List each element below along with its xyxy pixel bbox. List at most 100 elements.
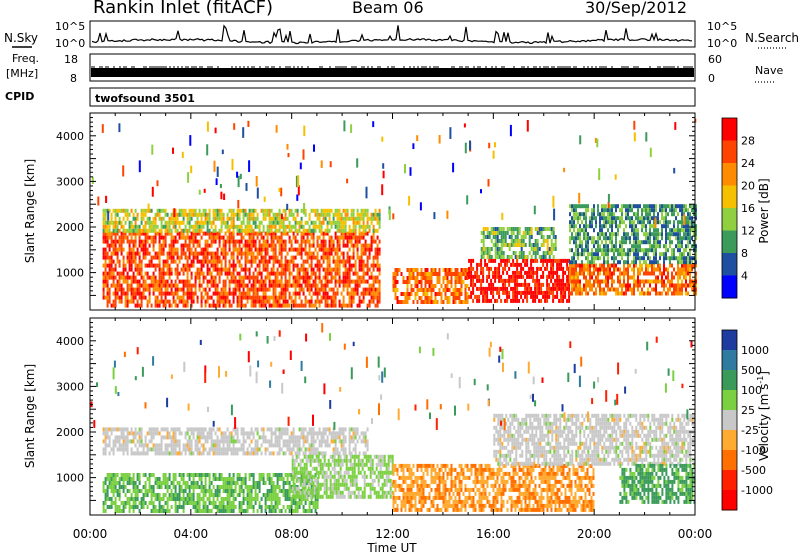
- data-cell: [534, 282, 537, 287]
- data-cell: [258, 283, 261, 288]
- data-cell: [514, 255, 517, 259]
- data-cell: [490, 282, 493, 287]
- data-cell: [448, 280, 451, 284]
- data-cell: [274, 228, 277, 233]
- data-cell: [122, 275, 125, 280]
- data-cell: [589, 263, 591, 268]
- data-cell: [466, 268, 469, 272]
- data-cell: [336, 287, 339, 292]
- data-cell: [202, 212, 205, 217]
- data-cell: [687, 267, 689, 272]
- data-cell: [222, 283, 225, 288]
- data-cell: [585, 287, 587, 292]
- data-cell: [366, 224, 369, 229]
- data-cell: [182, 481, 185, 485]
- data-cell: [228, 228, 231, 233]
- data-cell: [490, 258, 493, 263]
- data-cell: [528, 290, 531, 295]
- data-cell: [504, 298, 507, 303]
- data-cell: [180, 295, 183, 300]
- data-cell: [158, 505, 161, 509]
- data-cell: [530, 290, 533, 295]
- data-cell: [182, 299, 185, 304]
- data-cell: [376, 303, 379, 308]
- data-cell: [482, 227, 485, 231]
- data-cell: [312, 251, 315, 256]
- data-cell: [360, 235, 363, 240]
- data-cell: [258, 295, 261, 300]
- data-cell: [254, 239, 257, 244]
- data-cell: [152, 263, 155, 268]
- data-cell: [236, 271, 239, 276]
- data-cell: [498, 278, 501, 283]
- data-cell: [657, 244, 659, 249]
- data-cell: [150, 493, 153, 497]
- data-cell: [585, 248, 587, 253]
- data-cell: [296, 251, 299, 256]
- data-cell: [687, 252, 689, 257]
- data-cell: [104, 497, 107, 501]
- data-cell: [278, 235, 281, 240]
- data-cell: [164, 291, 167, 296]
- data-cell: [520, 262, 523, 267]
- data-cell: [647, 240, 649, 245]
- data-cell: [270, 235, 273, 240]
- data-cell: [300, 251, 303, 256]
- data-cell: [182, 287, 185, 292]
- colorbar-swatch: [722, 163, 737, 186]
- data-cell: [450, 280, 453, 284]
- data-cell: [412, 288, 415, 292]
- data-cell: [665, 236, 667, 241]
- data-cell: [114, 473, 117, 477]
- data-cell: [434, 300, 437, 304]
- data-cell: [334, 247, 337, 252]
- data-cell: [194, 247, 197, 252]
- data-cell: [114, 247, 117, 252]
- data-cell: [569, 263, 571, 268]
- data-cell: [645, 252, 647, 257]
- data-cell: [340, 279, 343, 284]
- data-cell: [438, 292, 441, 296]
- data-cell: [252, 283, 255, 288]
- data-cell: [142, 208, 145, 213]
- data-cell: [334, 267, 337, 272]
- data-cell: [186, 299, 189, 304]
- data-cell: [542, 262, 545, 267]
- data-cell: [122, 291, 125, 296]
- data-cell: [484, 251, 487, 255]
- data-cell: [653, 256, 655, 261]
- data-cell: [653, 267, 655, 272]
- data-cell: [206, 224, 209, 229]
- data-cell: [629, 204, 631, 209]
- data-cell: [486, 266, 489, 271]
- data-cell: [216, 208, 219, 213]
- data-cell: [484, 258, 487, 263]
- data-cell: [130, 208, 133, 213]
- data-cell: [106, 251, 109, 256]
- data-cell: [266, 267, 269, 272]
- data-cell: [494, 231, 497, 235]
- data-cell: [160, 509, 163, 513]
- data-cell: [536, 247, 539, 251]
- data-cell: [242, 228, 245, 233]
- data-cell: [334, 299, 337, 304]
- data-cell: [661, 236, 663, 241]
- data-cell: [568, 286, 571, 291]
- data-cell: [364, 287, 367, 292]
- data-cell: [164, 212, 167, 217]
- data-cell: [480, 258, 483, 263]
- data-cell: [633, 244, 635, 249]
- data-cell: [252, 295, 255, 300]
- data-cell: [548, 235, 551, 239]
- data-cell: [322, 287, 325, 292]
- data-cell: [188, 220, 191, 225]
- data-cell: [228, 501, 231, 505]
- data-cell: [168, 247, 171, 252]
- data-cell: [482, 270, 485, 275]
- data-cell: [500, 247, 503, 251]
- data-cell: [274, 235, 277, 240]
- data-cell: [597, 271, 599, 276]
- data-cell: [542, 282, 545, 287]
- data-cell: [312, 208, 315, 213]
- data-cell: [136, 271, 139, 276]
